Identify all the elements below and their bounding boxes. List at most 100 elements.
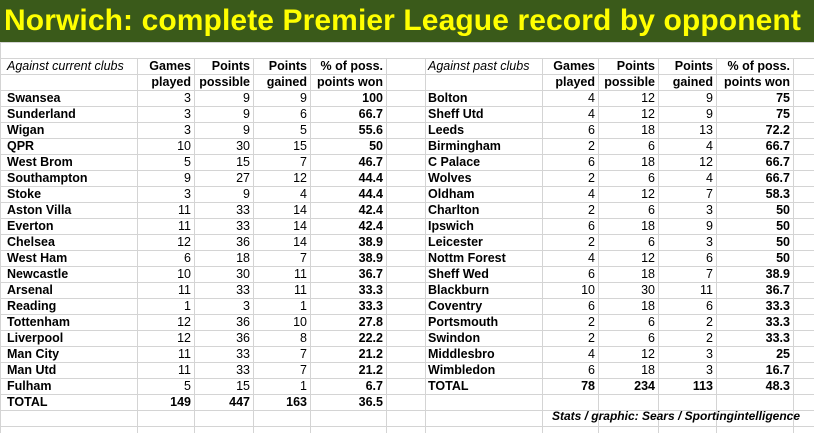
stat-cell: 33.3 (358, 299, 383, 313)
table-section-label: Against past clubs (428, 59, 530, 73)
stat-cell: 36.7 (765, 283, 790, 297)
stat-cell: 75 (776, 91, 790, 105)
table-row: Sunderland 3 9 6 66.7 (4, 106, 386, 122)
stat-cell: 21.2 (358, 363, 383, 377)
stat-cell: 33.3 (765, 315, 790, 329)
club-name: Leeds (428, 123, 465, 137)
club-name: TOTAL (428, 379, 469, 393)
table-row: C Palace 6 18 12 66.7 (425, 154, 793, 170)
club-name: Liverpool (7, 331, 64, 345)
table-row: Newcastle 10 30 11 36.7 (4, 266, 386, 282)
club-name: Birmingham (428, 139, 501, 153)
stat-cell: 30 (236, 139, 250, 153)
stat-cell: 9 (706, 91, 713, 105)
club-name: TOTAL (7, 395, 48, 409)
club-name: Swansea (7, 91, 61, 105)
stat-cell: 50 (776, 235, 790, 249)
stat-cell: 36.5 (358, 395, 383, 409)
stat-cell: 42.4 (358, 203, 383, 217)
stat-cell: 2 (706, 331, 713, 345)
stat-cell: 5 (184, 155, 191, 169)
stat-cell: 33 (236, 347, 250, 361)
stat-cell: 11 (178, 347, 191, 361)
stat-cell: 11 (700, 283, 713, 297)
stat-cell: 4 (300, 187, 307, 201)
stat-cell: 12 (641, 347, 655, 361)
stat-cell: 3 (706, 363, 713, 377)
stat-cell: 25 (776, 347, 790, 361)
column-header: possible (604, 75, 655, 89)
table-row: Reading 1 3 1 33.3 (4, 298, 386, 314)
club-name: Man Utd (7, 363, 57, 377)
stat-cell: 44.4 (358, 171, 383, 185)
stat-cell: 15 (293, 139, 307, 153)
club-name: Sunderland (7, 107, 76, 121)
club-name: Wimbledon (428, 363, 496, 377)
club-name: Portsmouth (428, 315, 499, 329)
stat-cell: 3 (184, 187, 191, 201)
club-name: Coventry (428, 299, 483, 313)
stat-cell: 36.7 (358, 267, 383, 281)
club-name: West Ham (7, 251, 68, 265)
stat-cell: 6 (300, 107, 307, 121)
table-row: Wolves 2 6 4 66.7 (425, 170, 793, 186)
stat-cell: 66.7 (765, 171, 790, 185)
stat-cell: 2 (588, 235, 595, 249)
table-row: Liverpool 12 36 8 22.2 (4, 330, 386, 346)
stat-cell: 12 (641, 91, 655, 105)
table-section-label: Against current clubs (7, 59, 124, 73)
club-name: QPR (7, 139, 35, 153)
stat-cell: 14 (293, 203, 307, 217)
stat-cell: 30 (641, 283, 655, 297)
stat-cell: 4 (706, 171, 713, 185)
stat-cell: 7 (706, 267, 713, 281)
stat-cell: 4 (588, 91, 595, 105)
table-row: Stoke 3 9 4 44.4 (4, 186, 386, 202)
stat-cell: 10 (177, 139, 191, 153)
stat-cell: 15 (236, 155, 250, 169)
stat-cell: 11 (178, 363, 191, 377)
column-header: possible (199, 75, 250, 89)
stat-cell: 10 (581, 283, 595, 297)
club-name: Swindon (428, 331, 481, 345)
column-header: points won (317, 75, 383, 89)
stat-cell: 7 (300, 363, 307, 377)
stat-cell: 6 (648, 171, 655, 185)
stat-cell: 149 (170, 395, 191, 409)
stat-cell: 2 (588, 331, 595, 345)
column-header: Points (616, 59, 655, 73)
stat-cell: 11 (294, 267, 307, 281)
table-row: Wigan 3 9 5 55.6 (4, 122, 386, 138)
stat-cell: 9 (243, 187, 250, 201)
stat-cell: 33.3 (765, 299, 790, 313)
stat-cell: 12 (177, 331, 191, 345)
stat-cell: 3 (243, 299, 250, 313)
table-row: Leicester 2 6 3 50 (425, 234, 793, 250)
table-row: Arsenal 11 33 11 33.3 (4, 282, 386, 298)
stat-cell: 3 (706, 347, 713, 361)
club-name: Arsenal (7, 283, 53, 297)
stat-cell: 48.3 (765, 379, 790, 393)
column-header: played (555, 75, 595, 89)
stat-cell: 6 (706, 251, 713, 265)
stat-cell: 66.7 (765, 139, 790, 153)
table-row: Oldham 4 12 7 58.3 (425, 186, 793, 202)
stat-cell: 6 (588, 363, 595, 377)
stat-cell: 10 (293, 315, 307, 329)
stat-cell: 50 (369, 139, 383, 153)
club-name: Oldham (428, 187, 475, 201)
club-name: Wigan (7, 123, 45, 137)
stat-cell: 3 (184, 107, 191, 121)
table-row: Chelsea 12 36 14 38.9 (4, 234, 386, 250)
column-header: Games (149, 59, 191, 73)
stat-cell: 38.9 (358, 235, 383, 249)
stat-cell: 100 (362, 91, 383, 105)
stat-cell: 12 (641, 187, 655, 201)
stat-cell: 50 (776, 219, 790, 233)
stat-cell: 6 (588, 123, 595, 137)
club-name: Ipswich (428, 219, 474, 233)
total-row: TOTAL 78 234 113 48.3 (425, 378, 793, 394)
club-name: Sheff Utd (428, 107, 484, 121)
club-name: Everton (7, 219, 54, 233)
stat-cell: 33.3 (358, 283, 383, 297)
